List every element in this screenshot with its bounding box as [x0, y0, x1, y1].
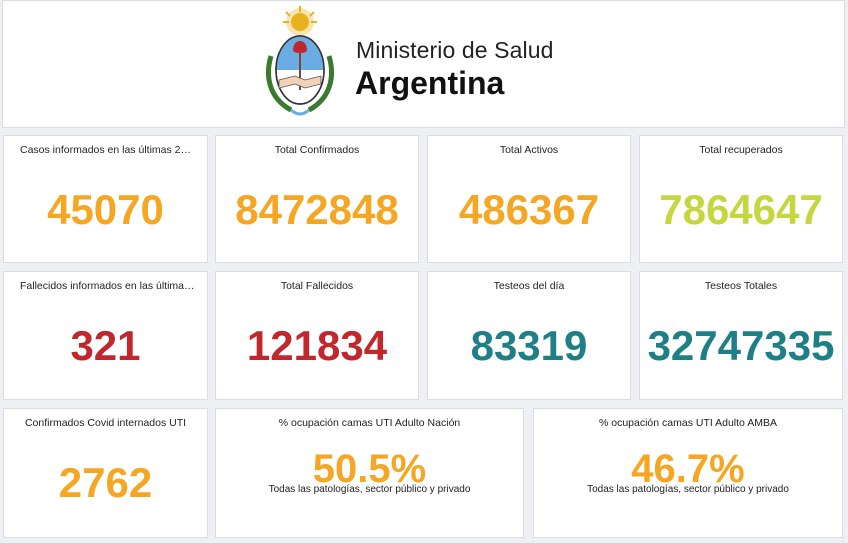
card-title: % ocupación camas UTI Adulto AMBA — [598, 417, 777, 429]
card-total-fallecidos[interactable]: Total Fallecidos 121834 — [215, 271, 419, 400]
card-testeos-del-dia[interactable]: Testeos del día 83319 — [427, 271, 631, 400]
card-title: % ocupación camas UTI Adulto Nación — [278, 417, 461, 429]
card-subtitle: Todas las patologías, sector público y p… — [587, 484, 789, 495]
card-ocupacion-uti-nacion[interactable]: % ocupación camas UTI Adulto Nación 50.5… — [215, 408, 524, 538]
card-total-activos[interactable]: Total Activos 486367 — [427, 135, 631, 263]
card-value: 486367 — [458, 186, 600, 233]
card-title: Testeos Totales — [704, 280, 778, 292]
card-title: Confirmados Covid internados UTI — [24, 417, 187, 429]
card-casos-ultimas-24h[interactable]: Casos informados en las últimas 2… 45070 — [3, 135, 208, 263]
card-value: 50.5% — [312, 447, 427, 491]
card-value: 45070 — [47, 186, 164, 233]
card-fallecidos-ultimas-24h[interactable]: Fallecidos informados en las última… 321 — [3, 271, 208, 400]
card-title: Total Confirmados — [274, 144, 360, 156]
country-name: Argentina — [355, 65, 505, 101]
card-title: Total Fallecidos — [280, 280, 354, 292]
card-total-confirmados[interactable]: Total Confirmados 8472848 — [215, 135, 419, 263]
card-value: 32747335 — [647, 322, 835, 369]
card-title: Fallecidos informados en las última… — [20, 280, 195, 292]
card-ocupacion-uti-amba[interactable]: % ocupación camas UTI Adulto AMBA 46.7% … — [533, 408, 843, 538]
ministry-name: Ministerio de Salud — [356, 37, 554, 63]
card-title: Total recuperados — [699, 144, 783, 156]
card-title: Total Activos — [499, 144, 559, 156]
card-value: 46.7% — [631, 447, 745, 491]
card-value: 121834 — [246, 322, 388, 369]
card-value: 83319 — [470, 322, 588, 369]
card-value: 2762 — [58, 459, 153, 506]
argentina-coat-of-arms-icon — [266, 6, 334, 116]
card-internados-uti[interactable]: Confirmados Covid internados UTI 2762 — [3, 408, 208, 538]
card-total-recuperados[interactable]: Total recuperados 7864647 — [639, 135, 843, 263]
card-title: Casos informados en las últimas 2… — [20, 144, 191, 156]
card-value: 321 — [70, 322, 141, 369]
card-testeos-totales[interactable]: Testeos Totales 32747335 — [639, 271, 843, 400]
card-value: 8472848 — [235, 186, 399, 233]
card-title: Testeos del día — [493, 280, 565, 292]
card-value: 7864647 — [659, 186, 823, 233]
card-subtitle: Todas las patologías, sector público y p… — [268, 484, 471, 495]
header-banner: Ministerio de Salud Argentina — [2, 0, 845, 128]
